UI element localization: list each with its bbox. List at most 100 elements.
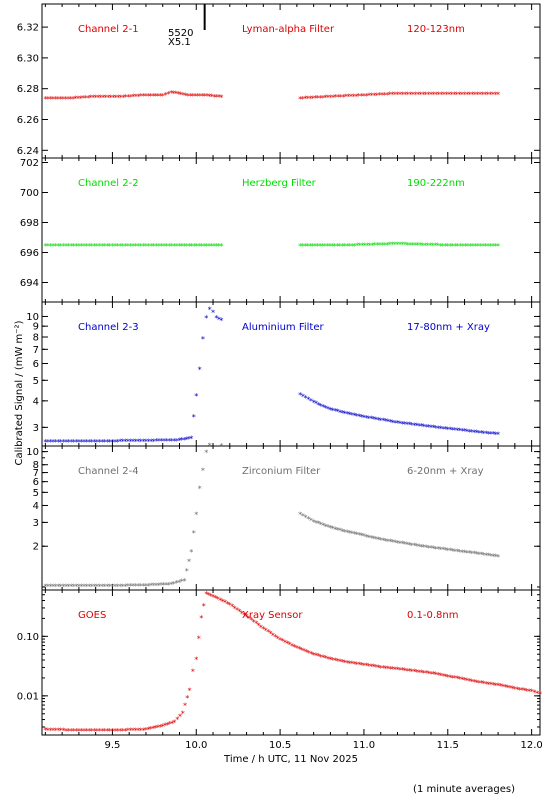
data-point: * xyxy=(424,423,429,432)
data-point: * xyxy=(512,685,517,694)
y-tick-label: 2 xyxy=(33,542,39,553)
data-point: * xyxy=(498,682,503,691)
data-point: * xyxy=(411,90,416,99)
data-point: * xyxy=(87,438,92,447)
data-point: * xyxy=(336,93,341,102)
data-point: * xyxy=(477,429,482,438)
data-point: * xyxy=(43,242,48,251)
data-point: * xyxy=(194,242,199,251)
data-point: * xyxy=(333,525,338,534)
data-point: * xyxy=(335,242,340,251)
data-point: * xyxy=(184,242,189,251)
data-point: * xyxy=(58,95,63,104)
data-point: * xyxy=(417,422,422,431)
data-point: * xyxy=(48,582,53,591)
data-point: * xyxy=(393,538,398,547)
data-point: * xyxy=(493,430,498,439)
data-point: * xyxy=(172,437,177,446)
data-point: * xyxy=(465,242,470,251)
data-point: * xyxy=(83,94,88,103)
data-point: * xyxy=(172,718,177,727)
data-point: * xyxy=(438,242,443,251)
data-point: * xyxy=(144,242,149,251)
data-point: * xyxy=(179,436,184,445)
panel-2: 694 696 698 700 702 Channel 2-2 Herzberg Filte… xyxy=(20,157,541,303)
data-point: * xyxy=(311,651,316,660)
data-point: * xyxy=(491,681,496,690)
data-point: * xyxy=(110,727,115,736)
data-point: * xyxy=(328,93,333,102)
data-point: * xyxy=(251,618,256,627)
data-point: * xyxy=(486,430,491,439)
data-point: * xyxy=(309,397,314,406)
data-point: * xyxy=(367,241,372,250)
data-point: * xyxy=(303,242,308,251)
data-point: * xyxy=(120,242,125,251)
data-point: * xyxy=(133,582,138,591)
data-point: * xyxy=(64,438,69,447)
data-point: * xyxy=(362,241,367,250)
data-point: * xyxy=(315,94,320,103)
data-point: * xyxy=(420,241,425,250)
data-point: * xyxy=(425,241,430,250)
data-point: * xyxy=(393,241,398,250)
data-point: * xyxy=(405,90,410,99)
data-point: * xyxy=(48,242,53,251)
data-point: * xyxy=(419,422,424,431)
data-point: * xyxy=(154,581,159,590)
data-point: * xyxy=(111,93,116,102)
data-point: * xyxy=(113,438,118,447)
data-point: * xyxy=(374,416,379,425)
data-point: * xyxy=(369,662,374,671)
data-point: * xyxy=(381,664,386,673)
y-tick-label: 6.32 xyxy=(17,23,39,34)
data-point: * xyxy=(95,582,100,591)
data-point: * xyxy=(388,665,393,674)
data-point: * xyxy=(66,242,71,251)
data-point: * xyxy=(179,578,184,587)
data-point: * xyxy=(325,242,330,251)
data-point: * xyxy=(298,391,303,400)
data-point: * xyxy=(488,430,493,439)
data-point: * xyxy=(345,242,350,251)
data-point: * xyxy=(308,94,313,103)
data-point: * xyxy=(481,551,486,560)
data-point: * xyxy=(189,548,194,557)
data-point: * xyxy=(73,95,78,104)
data-point: * xyxy=(159,581,164,590)
data-point: * xyxy=(429,670,434,679)
data-point: * xyxy=(327,242,332,251)
data-point: * xyxy=(370,241,375,250)
data-point: * xyxy=(69,438,74,447)
data-point: * xyxy=(51,438,56,447)
data-point: * xyxy=(435,242,440,251)
data-point: * xyxy=(421,543,426,552)
data-point: * xyxy=(219,93,224,102)
data-point: * xyxy=(330,242,335,251)
y-tick-label: 10 xyxy=(26,312,39,323)
data-point: * xyxy=(173,90,178,99)
data-point: * xyxy=(115,242,120,251)
data-point: * xyxy=(154,437,159,446)
data-point: * xyxy=(51,242,56,251)
data-point: * xyxy=(154,242,159,251)
y-tick-label: 5 xyxy=(33,488,39,499)
data-point: * xyxy=(178,712,183,721)
data-point: * xyxy=(216,315,221,324)
data-point: * xyxy=(340,242,345,251)
data-point: * xyxy=(352,660,357,669)
data-point: * xyxy=(349,92,354,101)
data-point: * xyxy=(392,90,397,99)
data-point: * xyxy=(449,90,454,99)
data-point: * xyxy=(192,242,197,251)
data-point: * xyxy=(306,649,311,658)
data-point: * xyxy=(333,407,338,416)
data-point: * xyxy=(128,242,133,251)
data-point: * xyxy=(302,647,307,656)
data-point: * xyxy=(148,92,153,101)
data-point: * xyxy=(84,438,89,447)
data-point: * xyxy=(207,306,212,315)
data-point: * xyxy=(474,678,479,687)
data-point: * xyxy=(303,95,308,104)
data-point: * xyxy=(371,663,376,672)
